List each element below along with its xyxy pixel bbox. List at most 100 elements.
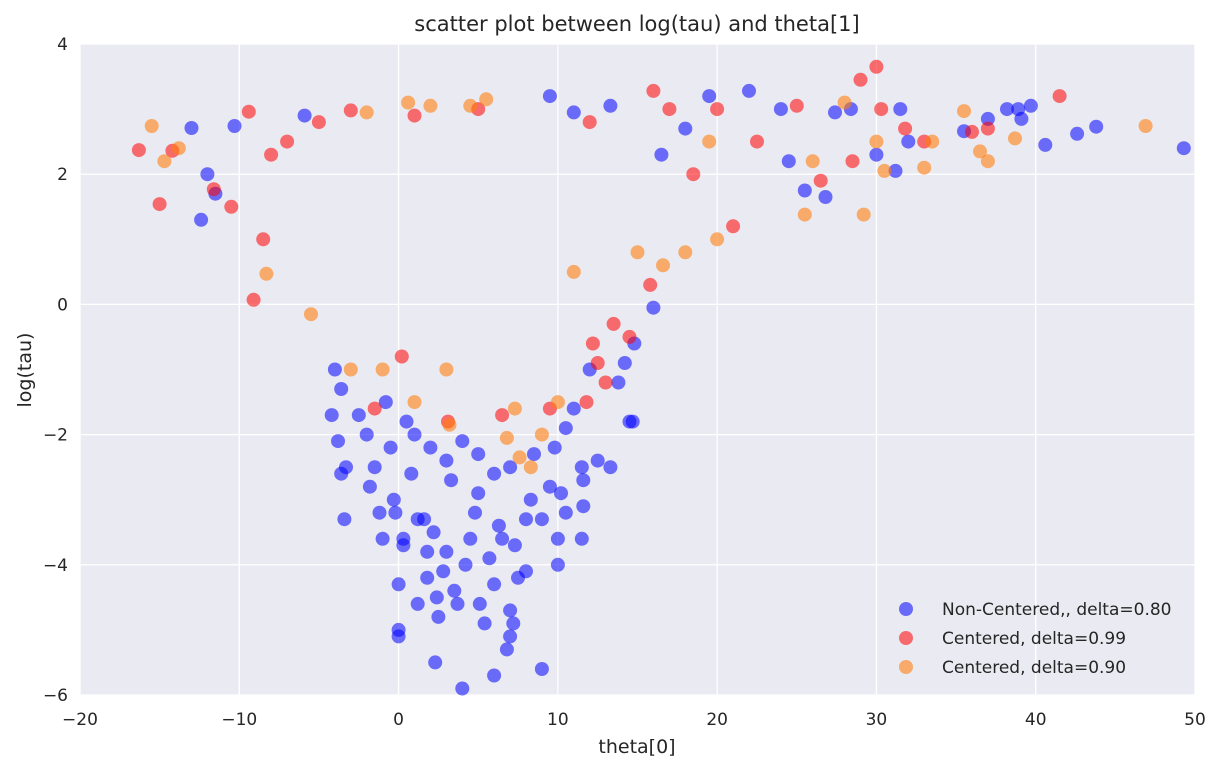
data-point (558, 505, 573, 520)
data-points (131, 59, 1191, 696)
data-point (367, 460, 382, 475)
x-tick-label: 20 (706, 710, 728, 730)
data-point (1038, 137, 1053, 152)
data-point (401, 95, 416, 110)
data-point (297, 108, 312, 123)
data-point (144, 119, 159, 133)
data-point (1052, 89, 1067, 104)
data-point (686, 167, 701, 182)
data-point (853, 72, 868, 87)
data-point (471, 447, 486, 462)
data-point (625, 414, 640, 429)
data-point (523, 492, 538, 507)
data-point (818, 190, 833, 204)
data-point (311, 115, 326, 130)
data-point (837, 95, 852, 110)
x-tick-label: 50 (1184, 710, 1206, 730)
data-point (324, 408, 339, 423)
data-point (590, 453, 605, 468)
data-point (1070, 126, 1085, 141)
data-point (375, 362, 390, 377)
data-point (917, 160, 932, 175)
data-point (869, 134, 884, 149)
data-point (622, 329, 637, 344)
data-point (702, 89, 717, 104)
data-point (869, 59, 884, 74)
data-point (574, 531, 589, 546)
data-point (372, 505, 387, 520)
data-point (585, 336, 600, 351)
legend-label: Non-Centered,, delta=0.80 (942, 600, 1171, 620)
data-point (925, 134, 940, 149)
data-point (874, 102, 889, 117)
data-point (797, 207, 812, 222)
data-point (813, 173, 828, 188)
data-point (1138, 119, 1153, 133)
data-point (805, 154, 820, 169)
data-point (491, 518, 506, 533)
data-point (487, 577, 502, 592)
data-point (550, 395, 565, 410)
data-point (152, 197, 167, 212)
data-point (547, 440, 562, 455)
data-point (957, 104, 971, 119)
data-point (429, 590, 444, 605)
data-point (646, 300, 661, 315)
data-point (472, 596, 487, 611)
x-tick-labels: −20 −10 0 10 20 30 40 50 (62, 710, 1206, 730)
data-point (359, 105, 374, 120)
data-point (523, 460, 538, 475)
data-point (789, 98, 804, 113)
y-tick-label: 4 (57, 35, 68, 55)
data-point (503, 460, 518, 475)
data-point (603, 98, 618, 113)
data-point (869, 147, 884, 162)
data-point (471, 486, 486, 501)
data-point (576, 499, 591, 514)
data-point (407, 395, 422, 410)
data-point (503, 629, 518, 644)
data-point (507, 538, 522, 553)
data-point (200, 167, 215, 182)
data-point (495, 408, 510, 423)
data-point (579, 395, 594, 410)
data-point (893, 102, 908, 117)
data-point (965, 124, 979, 139)
data-point (436, 564, 451, 579)
data-point (527, 447, 541, 462)
data-point (781, 154, 796, 169)
data-point (495, 531, 510, 546)
data-point (1000, 102, 1014, 117)
data-point (334, 466, 349, 481)
data-point (264, 147, 279, 162)
data-point (678, 245, 693, 260)
data-point (206, 182, 221, 197)
data-point (131, 143, 146, 158)
data-point (487, 668, 502, 683)
data-point (423, 440, 438, 455)
data-point (227, 119, 242, 133)
data-point (224, 199, 239, 214)
data-point (426, 525, 441, 540)
data-point (241, 104, 256, 119)
data-point (646, 83, 661, 98)
data-point (550, 557, 565, 572)
data-point (550, 531, 565, 546)
data-point (1089, 119, 1104, 134)
data-point (980, 111, 995, 126)
data-point (399, 414, 414, 429)
data-point (157, 154, 172, 169)
data-point (901, 134, 916, 149)
data-point (617, 356, 632, 370)
data-point (468, 505, 482, 520)
data-point (856, 207, 871, 222)
data-point (499, 642, 514, 657)
data-point (482, 551, 497, 566)
legend-label: Centered, delta=0.90 (942, 658, 1126, 678)
data-point (678, 121, 693, 136)
data-point (362, 479, 377, 494)
data-point (407, 108, 422, 123)
data-point (391, 577, 406, 592)
data-point (980, 154, 995, 169)
data-point (334, 382, 349, 396)
